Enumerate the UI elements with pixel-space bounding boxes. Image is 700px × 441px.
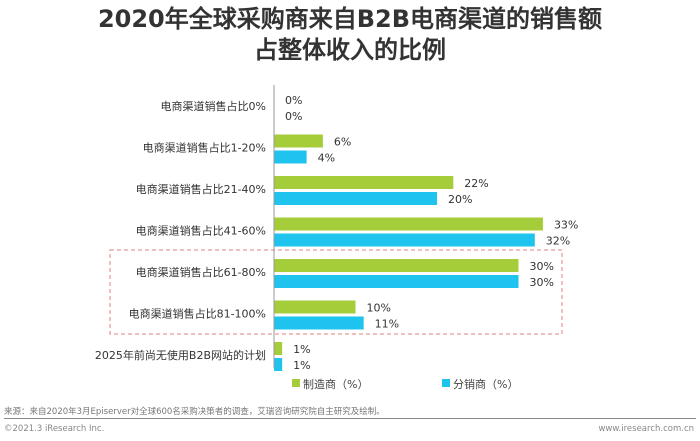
data-label: 22%	[464, 177, 488, 190]
legend-swatch	[442, 379, 450, 387]
data-label: 33%	[554, 219, 578, 232]
category-label: 电商渠道销售占比61-80%	[136, 265, 266, 279]
bar-distributor	[274, 150, 307, 164]
source-note: 来源：来自2020年3月Episerver对全球600名采购决策者的调查，艾瑞咨…	[4, 407, 385, 417]
category-label: 电商渠道销售占比21-40%	[136, 182, 266, 196]
data-label: 0%	[285, 94, 302, 107]
data-label: 30%	[530, 276, 554, 289]
bar-distributor	[274, 192, 437, 205]
legend-label: 制造商（%）	[303, 377, 368, 391]
bar-distributor	[274, 233, 535, 247]
legend-swatch	[292, 379, 300, 387]
footer-divider	[4, 418, 696, 419]
data-label: 11%	[375, 318, 399, 331]
bar-distributor	[274, 316, 364, 330]
category-label: 电商渠道销售占比81-100%	[129, 307, 266, 321]
data-label: 4%	[318, 152, 335, 165]
chart-title-line1: 2020年全球采购商来自B2B电商渠道的销售额	[97, 5, 603, 33]
category-label: 2025年前尚无使用B2B网站的计划	[95, 348, 266, 362]
data-label: 1%	[293, 359, 310, 372]
bar-manufacturer	[274, 217, 543, 231]
data-label: 6%	[334, 136, 351, 149]
website: www.iresearch.com.cn	[598, 424, 694, 434]
data-label: 1%	[293, 343, 310, 356]
data-label: 20%	[448, 193, 472, 206]
bar-manufacturer	[274, 342, 283, 355]
bar-manufacturer	[274, 134, 323, 148]
bar-distributor	[274, 358, 283, 371]
legend-label: 分销商（%）	[453, 377, 518, 391]
category-label: 电商渠道销售占比41-60%	[136, 224, 266, 238]
highlight-box	[109, 249, 563, 335]
bar-distributor	[274, 275, 519, 288]
category-label: 电商渠道销售占比0%	[161, 99, 266, 113]
bar-manufacturer	[274, 300, 356, 314]
chart-title-line2: 占整体收入的比例	[254, 36, 446, 64]
copyright: ©2021.3 iResearch Inc.	[4, 424, 105, 434]
bar-manufacturer	[274, 176, 454, 189]
data-label: 10%	[367, 302, 391, 315]
data-label: 32%	[546, 235, 570, 248]
bar-manufacturer	[274, 259, 519, 272]
data-label: 30%	[530, 260, 554, 273]
data-label: 0%	[285, 110, 302, 123]
category-label: 电商渠道销售占比1-20%	[143, 141, 266, 155]
